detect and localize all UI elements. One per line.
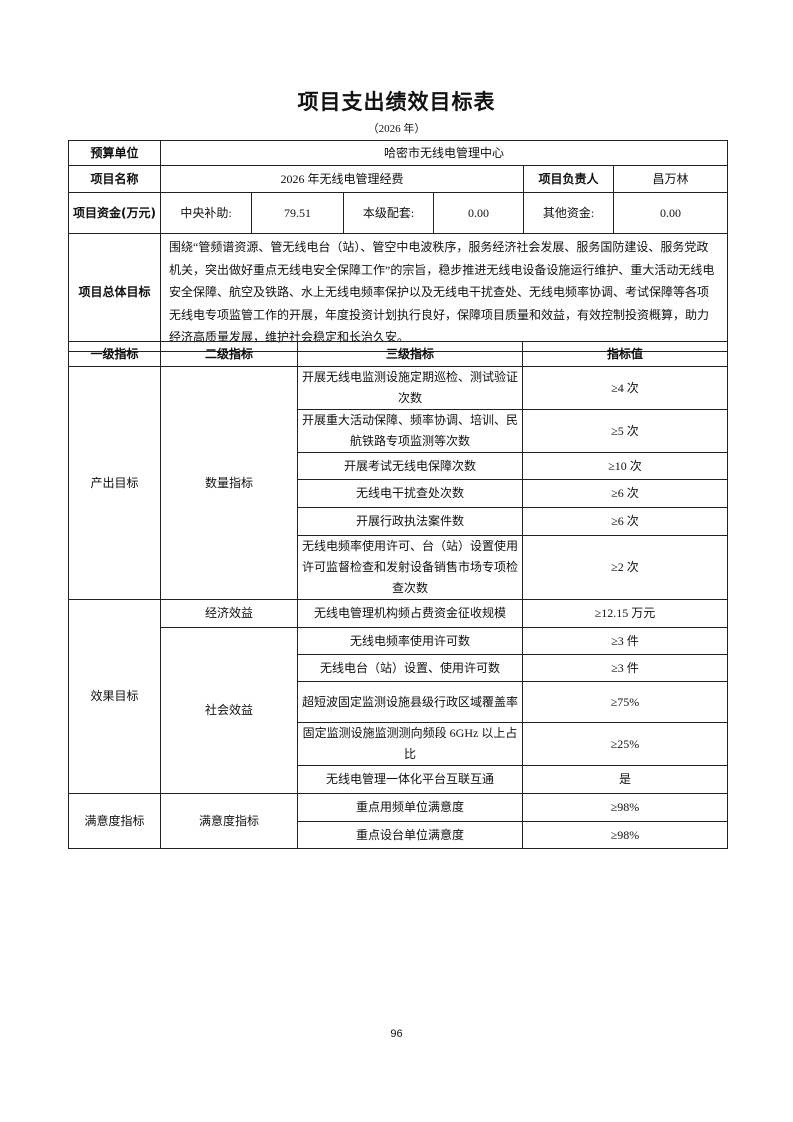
indicator-value-cell: ≥25%	[522, 722, 728, 766]
table-row: 开展重大活动保障、频率协调、培训、民航铁路专项监测等次数 ≥5 次	[69, 409, 728, 453]
funds-label: 项目资金(万元)	[68, 192, 161, 234]
local-label: 本级配套:	[343, 192, 434, 234]
table-row: 社会效益 无线电频率使用许可数 ≥3 件	[69, 627, 728, 794]
goal-label: 项目总体目标	[68, 233, 161, 352]
project-info-table: 预算单位 哈密市无线电管理中心 项目名称 2026 年无线电管理经费 项目负责人…	[68, 140, 729, 352]
level2-cell: 经济效益	[160, 599, 298, 628]
column-header-value: 指标值	[522, 341, 728, 367]
indicator-value-cell: ≥6 次	[522, 479, 728, 508]
indicator-value-cell: ≥4 次	[522, 366, 728, 410]
column-header-level2: 二级指标	[160, 341, 298, 367]
level3-cell: 固定监测设施监测测向频段 6GHz 以上占比	[297, 722, 523, 766]
level3-cell: 无线电干扰查处次数	[297, 479, 523, 508]
column-header-level1: 一级指标	[68, 341, 161, 367]
level3-cell: 重点用频单位满意度	[297, 793, 523, 822]
table-row: 超短波固定监测设施县级行政区域覆盖率 ≥75%	[69, 681, 728, 723]
level2-cell: 数量指标	[160, 366, 298, 600]
indicator-value-cell: ≥98%	[522, 793, 728, 822]
level1-cell: 产出目标	[68, 366, 161, 600]
table-row: 开展行政执法案件数 ≥6 次	[69, 507, 728, 536]
indicator-value-cell: ≥12.15 万元	[522, 599, 728, 628]
table-row: 满意度指标 满意度指标 重点用频单位满意度 ≥98%	[68, 793, 728, 849]
indicator-value-cell: ≥98%	[522, 821, 728, 849]
central-label: 中央补助:	[160, 192, 252, 234]
table-row: 开展考试无线电保障次数 ≥10 次	[69, 452, 728, 480]
level2-cell: 社会效益	[160, 627, 298, 794]
project-name-label: 项目名称	[68, 165, 161, 193]
level3-cell: 开展行政执法案件数	[297, 507, 523, 536]
indicator-value-cell: ≥3 件	[522, 654, 728, 682]
table-row: 固定监测设施监测测向频段 6GHz 以上占比 ≥25%	[69, 722, 728, 766]
level3-cell: 无线电管理机构频占费资金征收规模	[297, 599, 523, 628]
owner-label: 项目负责人	[523, 165, 614, 193]
level3-cell: 开展考试无线电保障次数	[297, 452, 523, 480]
project-name-value: 2026 年无线电管理经费	[160, 165, 524, 193]
level2-cell: 满意度指标	[160, 793, 298, 849]
table-row: 无线电台（站）设置、使用许可数 ≥3 件	[69, 654, 728, 682]
page-number: 96	[390, 1028, 403, 1040]
indicator-value-cell: ≥2 次	[522, 535, 728, 600]
other-label: 其他资金:	[523, 192, 614, 234]
owner-value: 昌万林	[612, 165, 729, 193]
page-subtitle: （2026 年）	[367, 123, 426, 135]
table-row: 重点设台单位满意度 ≥98%	[69, 821, 728, 849]
indicators-table: 一级指标 二级指标 三级指标 指标值 产出目标 数量指标 开展无线电监测设施定期巡检…	[68, 341, 728, 849]
level3-cell: 超短波固定监测设施县级行政区域覆盖率	[297, 681, 523, 723]
table-row: 无线电干扰查处次数 ≥6 次	[69, 479, 728, 508]
column-header-level3: 三级指标	[297, 341, 523, 367]
level3-cell: 开展无线电监测设施定期巡检、测试验证次数	[297, 366, 523, 410]
other-value: 0.00	[612, 192, 729, 234]
level1-cell: 满意度指标	[68, 793, 161, 849]
level1-cell: 效果目标	[68, 599, 161, 794]
level3-cell: 开展重大活动保障、频率协调、培训、民航铁路专项监测等次数	[297, 409, 523, 453]
indicator-value-cell: ≥3 件	[522, 627, 728, 655]
indicator-value-cell: ≥6 次	[522, 507, 728, 536]
level3-cell: 无线电管理一体化平台互联互通	[297, 765, 523, 794]
level3-cell: 无线电台（站）设置、使用许可数	[297, 654, 523, 682]
budget-unit-value: 哈密市无线电管理中心	[159, 140, 729, 166]
table-row: 效果目标 经济效益 无线电管理机构频占费资金征收规模 ≥12.15 万元	[68, 599, 728, 794]
indicator-value-cell: ≥5 次	[522, 409, 728, 453]
level3-cell: 重点设台单位满意度	[297, 821, 523, 849]
goal-text: 围绕“管频谱资源、管无线电台（站）、管空中电波秩序，服务经济社会发展、服务国防建…	[159, 233, 729, 352]
table-row: 产出目标 数量指标 开展无线电监测设施定期巡检、测试验证次数 ≥4 次	[68, 366, 728, 600]
level3-cell: 无线电频率使用许可、台（站）设置使用许可监督检查和发射设备销售市场专项检查次数	[297, 535, 523, 600]
indicator-value-cell: ≥75%	[522, 681, 728, 723]
indicator-value-cell: 是	[522, 765, 728, 794]
central-value: 79.51	[251, 192, 344, 234]
level3-cell: 无线电频率使用许可数	[297, 627, 523, 655]
budget-unit-label: 预算单位	[68, 140, 161, 166]
local-value: 0.00	[433, 192, 524, 234]
indicator-value-cell: ≥10 次	[522, 452, 728, 480]
page-title: 项目支出绩效目标表	[297, 90, 496, 114]
